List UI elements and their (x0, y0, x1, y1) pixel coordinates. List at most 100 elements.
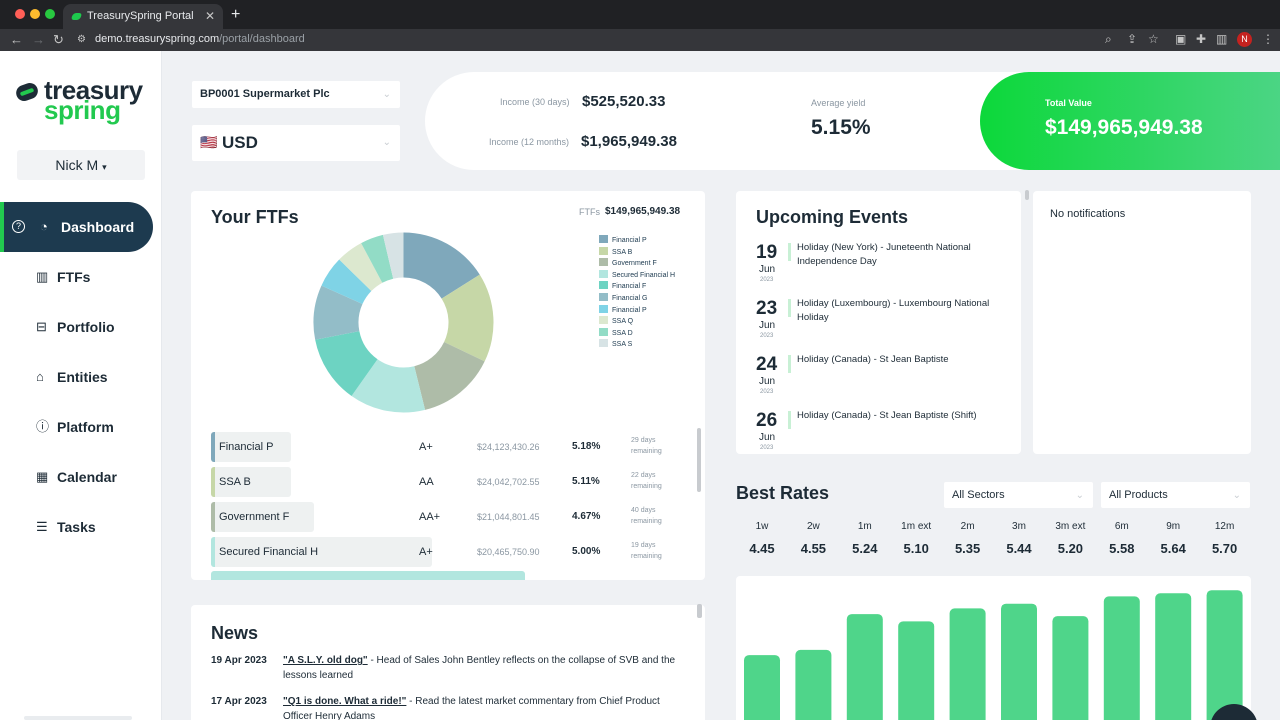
sector-filter-select[interactable]: All Sectors ⌄ (944, 482, 1093, 508)
rate-value: 5.70 (1211, 541, 1238, 556)
sidebar-item-platform[interactable]: ⓘ Platform (0, 402, 153, 452)
chat-bubble-icon[interactable] (1210, 704, 1258, 720)
legend-swatch (599, 327, 608, 336)
tab-close-icon[interactable]: ✕ (204, 9, 215, 23)
donut-slice[interactable] (321, 259, 372, 305)
bookmark-star-icon[interactable]: ☆ (1148, 32, 1159, 46)
donut-slice[interactable] (339, 243, 383, 292)
news-item: "A S.L.Y. old dog" - Head of Sales John … (283, 653, 683, 683)
entity-select-value: BP0001 Supermarket Plc (200, 88, 330, 100)
ftf-amount: $24,123,430.26 (477, 442, 540, 452)
extensions-puzzle-icon[interactable]: ✚ (1196, 32, 1207, 46)
event-marker (788, 243, 791, 261)
news-item: "Q1 is done. What a ride!" - Read the la… (283, 694, 683, 720)
sidebar-item-dashboard[interactable]: ? ◔ Dashboard (0, 202, 153, 252)
sidebar-item-portfolio[interactable]: ⊟ Portfolio (0, 302, 153, 352)
ftf-row[interactable]: SSA B AA $24,042,702.55 5.11% 22 days remaini… (211, 467, 681, 497)
ftfs-scrollbar[interactable] (697, 428, 701, 492)
rate-bar[interactable] (1103, 596, 1140, 720)
news-headline-link[interactable]: "A S.L.Y. old dog" (283, 655, 368, 666)
donut-slice[interactable] (361, 234, 394, 283)
sidebar-item-ftfs[interactable]: ▥ FTFs (0, 252, 153, 302)
donut-slice[interactable] (414, 341, 485, 410)
legend-entry[interactable]: Government F (599, 258, 657, 268)
donut-slice[interactable] (351, 359, 426, 413)
url-field[interactable]: demo.treasuryspring.com/portal/dashboard (95, 33, 305, 45)
new-tab-icon[interactable]: + (231, 6, 241, 23)
events-scrollbar[interactable] (1025, 190, 1029, 200)
donut-slice[interactable] (441, 274, 494, 362)
minimize-window-icon[interactable] (30, 9, 40, 19)
news-card (191, 605, 705, 720)
donut-slice[interactable] (382, 232, 404, 279)
news-scrollbar[interactable] (697, 604, 702, 618)
sidebar-toggle-icon[interactable]: ▥ (1216, 32, 1228, 46)
zoom-icon[interactable]: ⌕ (1105, 32, 1112, 46)
rate-tenor-label: 9m (1166, 521, 1181, 532)
donut-slice[interactable] (403, 232, 480, 299)
camera-extension-icon[interactable]: ▣ (1175, 32, 1187, 46)
legend-label: SSA D (612, 329, 633, 337)
ftf-yield: 4.67% (572, 511, 601, 522)
rate-bar[interactable] (795, 649, 832, 720)
share-icon[interactable]: ⇪ (1127, 32, 1138, 46)
ftf-row-partial (211, 571, 525, 580)
legend-entry[interactable]: Secured Financial H (599, 269, 675, 280)
rate-bar[interactable] (1052, 616, 1089, 720)
back-icon[interactable]: ← (10, 32, 23, 47)
news-headline-link[interactable]: "Q1 is done. What a ride!" (283, 696, 407, 707)
total-value-amount: $149,965,949.38 (1045, 116, 1203, 139)
currency-select[interactable]: 🇺🇸 USD ⌄ (192, 125, 400, 161)
legend-entry[interactable]: Financial P (599, 304, 647, 315)
sidebar-item-calendar[interactable]: ▦ Calendar (0, 452, 153, 502)
legend-entry[interactable]: SSA D (599, 327, 633, 338)
rate-bar[interactable] (744, 655, 780, 720)
rate-tenor-label: 1w (755, 521, 769, 532)
event-day: 23 (756, 298, 778, 319)
ftf-row[interactable]: Financial P A+ $24,123,430.26 5.18% 29 days r… (211, 432, 681, 462)
ftf-row[interactable]: Government F AA+ $21,044,801.45 4.67% 40 day… (211, 502, 681, 532)
income-30-label: Income (30 days) (500, 97, 570, 107)
favicon-icon (70, 13, 83, 20)
legend-entry[interactable]: SSA Q (599, 316, 633, 326)
help-icon[interactable]: ? (12, 220, 25, 233)
site-info-icon[interactable]: ⚙ (77, 34, 86, 45)
close-window-icon[interactable] (15, 9, 25, 19)
rate-bar[interactable] (846, 614, 883, 720)
ftfs-total-label: FTFs (579, 207, 600, 217)
legend-entry[interactable]: SSA S (599, 339, 632, 349)
ftf-name: Government F (219, 511, 290, 523)
income-30-value: $525,520.33 (582, 93, 666, 110)
ftf-row[interactable]: Secured Financial H A+ $20,465,750.90 5.00%… (211, 537, 681, 567)
rate-bar[interactable] (949, 608, 986, 720)
entity-select[interactable]: BP0001 Supermarket Plc ⌄ (192, 81, 400, 108)
rate-bar[interactable] (1001, 603, 1037, 720)
logo-text-spring: spring (44, 95, 121, 125)
rate-bar[interactable] (1206, 590, 1243, 720)
ftf-amount: $20,465,750.90 (477, 547, 540, 557)
user-menu-button[interactable]: Nick M ▾ (17, 150, 145, 180)
rate-tenor-label: 12m (1214, 521, 1235, 532)
sidebar-item-entities[interactable]: ⌂ Entities (0, 352, 153, 402)
event-year: 2023 (760, 445, 774, 451)
legend-entry[interactable]: Financial P (599, 235, 647, 245)
rate-bar[interactable] (1155, 593, 1192, 720)
profile-avatar[interactable]: N (1237, 32, 1252, 47)
forward-icon[interactable]: → (32, 32, 45, 47)
legend-entry[interactable]: Financial F (599, 281, 646, 291)
product-filter-select[interactable]: All Products ⌄ (1101, 482, 1250, 508)
ftf-days-remaining: 19 days remaining (631, 540, 681, 562)
rate-bar[interactable] (898, 621, 935, 720)
sidebar-item-tasks[interactable]: ☰ Tasks (0, 502, 153, 552)
maximize-window-icon[interactable] (45, 9, 55, 19)
donut-slice[interactable] (315, 331, 378, 396)
reload-icon[interactable]: ↻ (53, 32, 64, 47)
legend-entry[interactable]: Financial G (599, 293, 647, 303)
browser-menu-icon[interactable]: ⋮ (1262, 32, 1274, 46)
ftf-days: 19 days (631, 542, 656, 549)
info-icon: ⓘ (36, 419, 50, 434)
event-day: 19 (756, 242, 778, 263)
legend-entry[interactable]: SSA B (599, 246, 632, 257)
donut-slice[interactable] (313, 285, 363, 340)
browser-tab[interactable]: TreasurySpring Portal ✕ (63, 4, 223, 29)
